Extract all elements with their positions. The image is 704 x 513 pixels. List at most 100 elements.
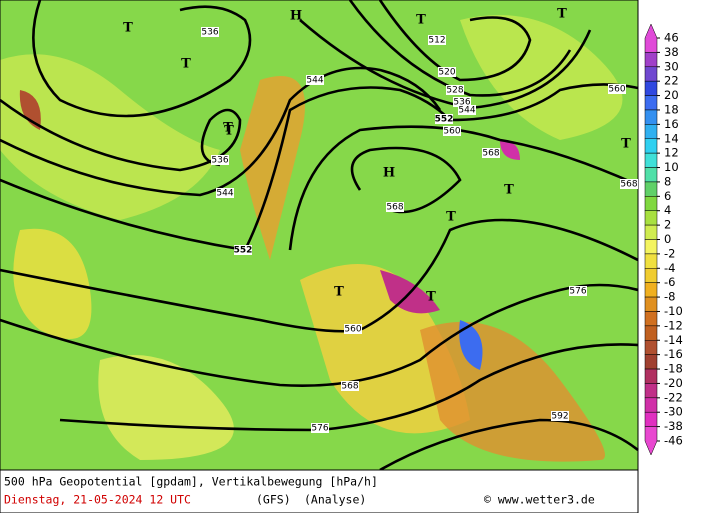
- colorbar-label: -12: [664, 318, 683, 332]
- footer-title: 500 hPa Geopotential [gpdam], Vertikalbe…: [4, 475, 378, 489]
- contour-label-bg: [428, 35, 446, 45]
- contour-line: [0, 98, 242, 172]
- contour-label-bg: [435, 114, 453, 124]
- contour-label: 568: [341, 382, 358, 392]
- contour-label: 544: [306, 76, 323, 86]
- colorbar-segment: [644, 95, 658, 111]
- colorbar-segment: [644, 52, 658, 68]
- colorbar-label: 12: [664, 146, 679, 160]
- footer-box: [0, 469, 639, 513]
- colorbar-label: -10: [664, 304, 683, 318]
- colorbar-label: -2: [664, 246, 675, 260]
- colorbar-segment: [644, 368, 658, 384]
- pressure-marker: T: [504, 183, 514, 198]
- colorbar-segment: [644, 296, 658, 312]
- contour-label-bg: [438, 67, 456, 77]
- colorbar-end: [644, 426, 658, 456]
- colorbar-label: -4: [664, 261, 675, 275]
- contour-label: 560: [443, 127, 460, 137]
- colorbar-segment: [644, 66, 658, 82]
- contour-label: 536: [201, 28, 218, 38]
- pressure-marker: T: [621, 137, 631, 152]
- colorbar-segment: [644, 167, 658, 183]
- colorbar-segment: [644, 354, 658, 370]
- contour-line: [0, 83, 639, 252]
- contour-label-bg: [234, 245, 252, 255]
- contour-label-bg: [453, 97, 471, 107]
- contour-label: 592: [551, 412, 568, 422]
- pressure-marker: H: [290, 9, 302, 24]
- footer-run: (Analyse): [304, 493, 366, 507]
- field-patch: [98, 355, 234, 460]
- contour-line: [0, 283, 639, 388]
- contour-label: 544: [216, 189, 233, 199]
- pressure-marker: T: [334, 285, 344, 300]
- colorbar-label: -6: [664, 275, 675, 289]
- map-field: [0, 0, 638, 470]
- colorbar-segment: [644, 340, 658, 355]
- colorbar-segment: [644, 397, 658, 413]
- contour-label-bg: [443, 126, 461, 136]
- contour-line: [348, 0, 572, 97]
- colorbar-label: -18: [664, 362, 683, 376]
- contour-label: 536: [211, 156, 228, 166]
- pressure-marker: T: [123, 21, 133, 36]
- contour-label: 552: [234, 246, 253, 256]
- contour-label: 528: [446, 86, 463, 96]
- colorbar-segment: [644, 282, 658, 298]
- contour-line: [32, 0, 252, 118]
- colorbar-segment: [644, 80, 658, 96]
- contour-label-bg: [569, 286, 587, 296]
- contour-label-bg: [201, 27, 219, 37]
- colorbar-label: -38: [664, 419, 683, 433]
- colorbar-label: -20: [664, 376, 683, 390]
- colorbar-segment: [644, 181, 658, 197]
- colorbar-label: -14: [664, 333, 683, 347]
- pressure-marker: T: [557, 7, 567, 22]
- colorbar-segment: [644, 152, 658, 168]
- field-patch: [459, 320, 483, 370]
- colorbar-label: 20: [664, 88, 679, 102]
- contour-label: 568: [482, 149, 499, 159]
- colorbar-label: 22: [664, 74, 679, 88]
- contour-label: 576: [311, 424, 328, 434]
- field-patch: [13, 228, 92, 339]
- contour-label: 552: [435, 115, 454, 125]
- contour-line: [0, 66, 442, 197]
- pressure-marker: T: [426, 290, 436, 305]
- footer-model: (GFS): [256, 493, 291, 507]
- contour-label-bg: [386, 202, 404, 212]
- colorbar-segment: [644, 325, 658, 341]
- contour-line: [59, 343, 639, 432]
- colorbar-label: 4: [664, 203, 671, 217]
- footer-date: Dienstag, 21-05-2024 12 UTC: [4, 493, 191, 507]
- colorbar-segment: [644, 268, 658, 283]
- contour-line: [288, 125, 639, 251]
- contour-line: [379, 418, 639, 472]
- colorbar-label: -22: [664, 390, 683, 404]
- colorbar-label: -30: [664, 405, 683, 419]
- colorbar-segment: [644, 138, 658, 154]
- contour-label: 512: [428, 36, 445, 46]
- colorbar-label: -46: [664, 434, 683, 448]
- contour-label-bg: [458, 105, 476, 115]
- field-patch: [240, 76, 305, 260]
- contour-label: 560: [344, 325, 361, 335]
- colorbar-label: 6: [664, 189, 671, 203]
- colorbar-label: 8: [664, 174, 671, 188]
- contour-label-bg: [211, 155, 229, 165]
- colorbar-segment: [644, 311, 658, 327]
- pressure-marker: T: [223, 121, 233, 136]
- contour-label: 520: [438, 68, 455, 78]
- pressure-marker: T: [224, 124, 234, 139]
- colorbar-label: 46: [664, 31, 679, 45]
- colorbar-segment: [644, 210, 658, 226]
- pressure-marker: T: [416, 13, 426, 28]
- contour-label-bg: [216, 188, 234, 198]
- contour-label-bg: [551, 411, 569, 421]
- contour-label: 568: [386, 203, 403, 213]
- contour-line: [350, 146, 462, 214]
- contour-label-bg: [306, 75, 324, 85]
